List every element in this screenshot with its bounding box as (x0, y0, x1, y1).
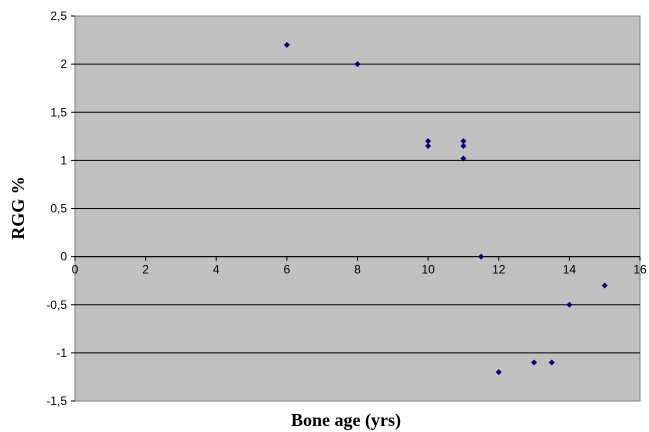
data-point (460, 142, 467, 149)
data-point (495, 369, 502, 376)
x-tick-label: 6 (284, 263, 291, 277)
data-points (283, 41, 608, 376)
x-tick-label: 0 (72, 263, 79, 277)
y-tick-label: 0 (60, 250, 67, 264)
x-tick-label: 8 (354, 263, 361, 277)
data-point (425, 142, 432, 149)
data-point (425, 138, 432, 145)
y-axis-title: RGG % (8, 176, 28, 240)
data-point (460, 138, 467, 145)
data-point (566, 301, 573, 308)
data-point (283, 41, 290, 48)
data-point (601, 282, 608, 289)
y-tick-label: -1 (56, 346, 67, 360)
x-tick-label: 12 (492, 263, 506, 277)
y-tick-label: 2 (60, 57, 67, 71)
x-tick-label: 16 (633, 263, 647, 277)
x-tick-label: 4 (213, 263, 220, 277)
x-axis-ticks: 0 2 4 6 8 10 12 14 16 (72, 256, 647, 277)
y-tick-label: 2,5 (50, 9, 67, 23)
x-tick-label: 14 (563, 263, 577, 277)
y-tick-label: -1,5 (46, 394, 67, 408)
x-tick-label: 2 (142, 263, 149, 277)
data-point (531, 359, 538, 366)
data-point (548, 359, 555, 366)
y-tick-label: 1,5 (50, 105, 67, 119)
y-axis-ticks: 2,5 2 1,5 1 0,5 0 -0,5 -1 -1,5 (46, 9, 75, 408)
x-axis-title: Bone age (yrs) (291, 410, 401, 431)
data-point (478, 253, 485, 260)
x-tick-label: 10 (421, 263, 435, 277)
y-tick-label: 0,5 (50, 202, 67, 216)
y-tick-label: -0,5 (46, 298, 67, 312)
data-point (354, 61, 361, 68)
y-tick-label: 1 (60, 153, 67, 167)
data-point (460, 155, 467, 162)
